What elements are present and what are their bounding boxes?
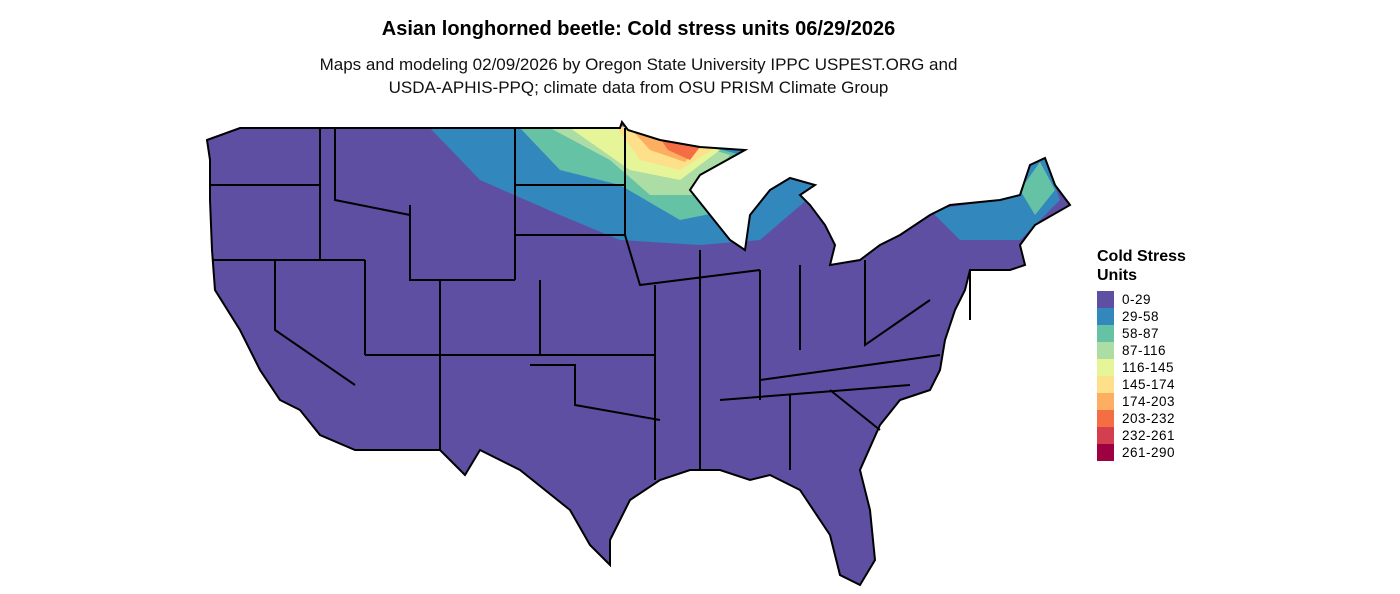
legend-swatch	[1097, 308, 1114, 325]
legend-label: 203-232	[1122, 411, 1176, 426]
legend-swatch	[1097, 342, 1114, 359]
region-203-232	[660, 138, 700, 160]
legend-label: 145-174	[1122, 377, 1176, 392]
legend-item: 116-145	[1097, 359, 1207, 376]
legend-label: 174-203	[1122, 394, 1176, 409]
map-subtitle-line-1: Maps and modeling 02/09/2026 by Oregon S…	[319, 55, 958, 74]
legend-label: 0-29	[1122, 292, 1152, 307]
legend-item: 261-290	[1097, 444, 1207, 461]
legend-label: 116-145	[1122, 360, 1175, 375]
legend-title-line-1: Cold Stress	[1097, 248, 1186, 265]
legend-swatch	[1097, 427, 1114, 444]
legend-item: 87-116	[1097, 342, 1207, 359]
legend-swatch	[1097, 325, 1114, 342]
legend-item: 0-29	[1097, 291, 1207, 308]
legend-swatch	[1097, 393, 1114, 410]
legend-swatch	[1097, 444, 1114, 461]
legend-swatch	[1097, 291, 1114, 308]
state-borders	[206, 121, 1071, 586]
map-title: Asian longhorned beetle: Cold stress uni…	[381, 18, 896, 40]
region-northeast-29-58	[930, 158, 1060, 240]
legend-item: 174-203	[1097, 393, 1207, 410]
legend-title: Cold Stress Units	[1097, 247, 1207, 285]
legend-label: 58-87	[1122, 326, 1160, 341]
region-maine-58-87	[1020, 162, 1055, 215]
legend-item: 58-87	[1097, 325, 1207, 342]
legend-item: 145-174	[1097, 376, 1207, 393]
map-subtitle-line-2: USDA-APHIS-PPQ; climate data from OSU PR…	[388, 78, 889, 97]
legend-label: 232-261	[1122, 428, 1176, 443]
legend-item: 203-232	[1097, 410, 1207, 427]
legend-item: 232-261	[1097, 427, 1207, 444]
legend-label: 261-290	[1122, 445, 1176, 460]
legend-title-line-2: Units	[1097, 267, 1137, 284]
legend-item: 29-58	[1097, 308, 1207, 325]
legend: Cold Stress Units 0-29 29-58 58-87 87-116 11…	[1097, 247, 1207, 461]
legend-swatch	[1097, 410, 1114, 427]
legend-swatch	[1097, 376, 1114, 393]
legend-swatch	[1097, 359, 1114, 376]
legend-label: 87-116	[1122, 343, 1167, 358]
legend-label: 29-58	[1122, 309, 1160, 324]
